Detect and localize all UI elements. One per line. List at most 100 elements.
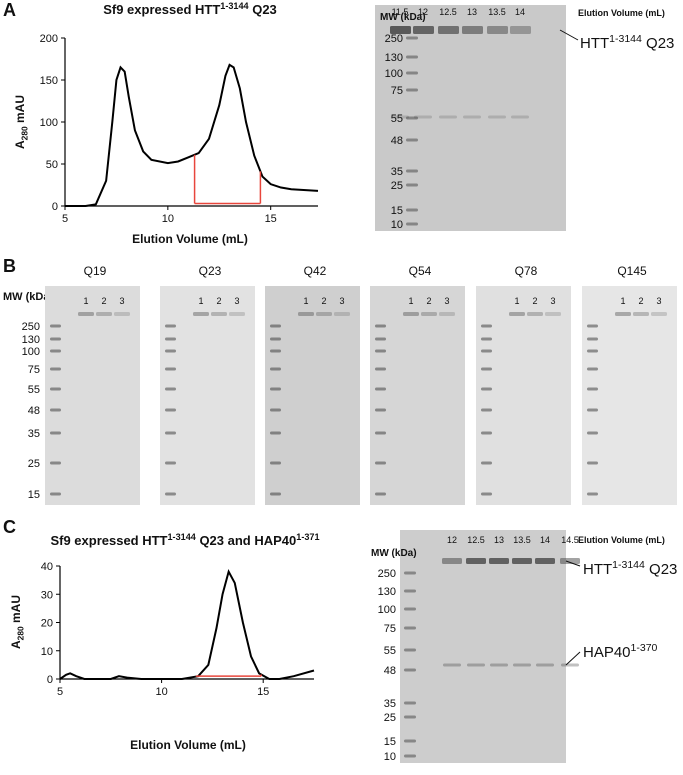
y-tick-label: 20 — [41, 618, 53, 630]
gel-band — [651, 312, 667, 316]
x-tick-label: 10 — [162, 213, 174, 225]
gel-band — [270, 387, 281, 391]
gel-band — [165, 431, 176, 435]
gel-band — [375, 324, 386, 328]
gel-title: Q54 — [409, 264, 432, 278]
gel-band — [165, 408, 176, 412]
gel-band — [536, 663, 554, 667]
gel-band — [489, 558, 509, 564]
gel-band — [391, 115, 409, 119]
gel-band — [270, 349, 281, 353]
lane-label: 12 — [447, 535, 457, 545]
gel-band — [467, 663, 485, 667]
y-axis-label: A280 mAU — [13, 95, 30, 149]
gel-band — [527, 312, 543, 316]
mw-title: MW (kDa) — [371, 548, 417, 559]
gel-band — [439, 115, 457, 119]
trace — [65, 63, 319, 207]
mw-label: 10 — [384, 751, 396, 763]
gel-band — [481, 367, 492, 371]
gel-band — [270, 492, 281, 496]
mw-label: 48 — [28, 405, 40, 417]
gel-band — [165, 492, 176, 496]
gel-band — [270, 367, 281, 371]
gel-band — [413, 26, 434, 34]
y-tick-label: 0 — [47, 674, 53, 686]
mw-label: 130 — [385, 52, 403, 64]
gel-title: Q42 — [304, 264, 327, 278]
lane-label: 3 — [550, 296, 555, 306]
mw-label: 48 — [391, 135, 403, 147]
gel-band — [50, 349, 61, 353]
gel — [370, 286, 465, 505]
mw-label: 75 — [384, 623, 396, 635]
gel-band — [406, 36, 418, 40]
gel-band — [375, 492, 386, 496]
gel-band — [404, 715, 416, 719]
gel-title: Q78 — [515, 264, 538, 278]
gel-band — [406, 88, 418, 92]
gel-band — [334, 312, 350, 316]
gel-band — [438, 26, 459, 34]
gel-band — [165, 324, 176, 328]
mw-label: 35 — [28, 428, 40, 440]
gel-band — [481, 337, 492, 341]
x-tick-label: 15 — [257, 686, 269, 698]
gel-band — [406, 183, 418, 187]
band-pointer — [565, 651, 581, 666]
gel-band — [270, 337, 281, 341]
text-part: 1-3144 — [220, 1, 249, 11]
x-tick-label: 5 — [62, 213, 68, 225]
mw-label: 25 — [384, 712, 396, 724]
lane-label: 14 — [515, 7, 525, 17]
gel-band — [535, 558, 555, 564]
gel-band — [512, 558, 532, 564]
trace — [59, 568, 315, 680]
mw-label: 55 — [391, 113, 403, 125]
lane-label: 13.5 — [513, 535, 531, 545]
text-part: HTT — [580, 35, 609, 52]
mw-title: MW (kDa) — [380, 12, 426, 23]
gel-band — [463, 115, 481, 119]
gel-band — [587, 387, 598, 391]
gel-band — [229, 312, 245, 316]
text-part: A — [13, 140, 27, 149]
gel-band — [375, 461, 386, 465]
lane-label: 1 — [514, 296, 519, 306]
text-part: Q23 — [249, 2, 277, 17]
gel-band — [615, 312, 631, 316]
gel-band — [114, 312, 130, 316]
lane-label: 1 — [620, 296, 625, 306]
mw-label: 15 — [384, 736, 396, 748]
gel-band — [481, 461, 492, 465]
mw-label: 35 — [391, 166, 403, 178]
lane-label: 2 — [216, 296, 221, 306]
gel-band — [406, 71, 418, 75]
gel-band — [404, 571, 416, 575]
gel-band — [404, 626, 416, 630]
mw-label: 130 — [378, 586, 396, 598]
band-label: HAP401-370 — [583, 642, 658, 661]
panel-label: A — [3, 0, 16, 20]
mw-label: 75 — [391, 85, 403, 97]
mw-label: 48 — [384, 665, 396, 677]
lane-label: 3 — [339, 296, 344, 306]
gel-band — [490, 663, 508, 667]
gel-band — [404, 701, 416, 705]
gel — [582, 286, 677, 505]
band-label: HTT1-3144 Q23 — [580, 33, 674, 52]
y-tick-label: 100 — [40, 117, 58, 129]
mw-label: 55 — [28, 384, 40, 396]
gel-band — [488, 115, 506, 119]
gel-band — [421, 312, 437, 316]
gel-band — [50, 492, 61, 496]
mw-label: 250 — [22, 321, 40, 333]
lane-label: 14 — [540, 535, 550, 545]
mw-label: 75 — [28, 364, 40, 376]
gel — [45, 286, 140, 505]
mw-label: 250 — [378, 568, 396, 580]
gel-band — [406, 169, 418, 173]
mw-label: 15 — [391, 205, 403, 217]
gel-band — [560, 558, 580, 564]
